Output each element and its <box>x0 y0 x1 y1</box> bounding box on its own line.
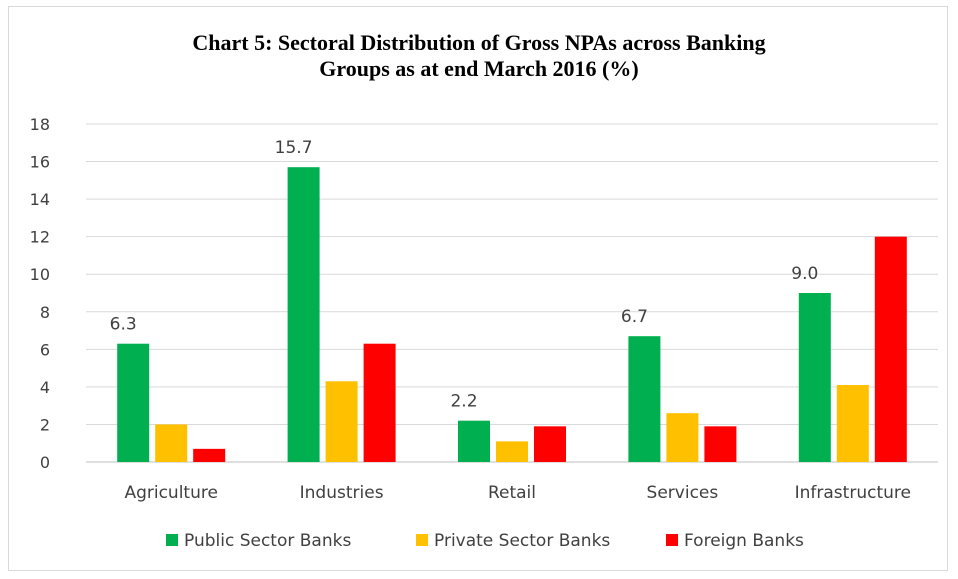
x-category-label-services: Services <box>647 483 719 503</box>
bar-industries-series-2 <box>325 381 358 462</box>
bar-infrastructure-series-1 <box>798 293 831 462</box>
y-tick-label-2: 2 <box>40 415 50 434</box>
bar-infrastructure-series-2 <box>836 385 869 462</box>
bar-agriculture-series-1 <box>117 343 150 462</box>
legend-label-2: Private Sector Banks <box>434 531 610 551</box>
y-tick-label-10: 10 <box>30 265 50 284</box>
bar-services-series-2 <box>666 413 699 462</box>
legend-swatch-1 <box>166 534 178 546</box>
x-category-label-retail: Retail <box>488 483 536 503</box>
data-label-agriculture: 6.3 <box>110 315 137 335</box>
y-tick-label-8: 8 <box>40 303 50 322</box>
y-tick-label-4: 4 <box>40 378 50 397</box>
bar-industries-series-3 <box>363 343 396 462</box>
chart-title: Chart 5: Sectoral Distribution of Gross … <box>0 30 958 82</box>
bar-services-series-3 <box>704 426 737 462</box>
y-tick-label-12: 12 <box>30 228 50 247</box>
legend-swatch-3 <box>666 534 678 546</box>
bar-agriculture-series-3 <box>193 448 226 462</box>
x-category-label-infrastructure: Infrastructure <box>795 483 911 503</box>
bar-industries-series-1 <box>287 167 320 462</box>
bar-retail-series-2 <box>496 441 528 462</box>
data-label-retail: 2.2 <box>450 392 477 412</box>
bar-infrastructure-series-3 <box>874 236 907 462</box>
data-label-infrastructure: 9.0 <box>791 264 818 284</box>
y-tick-label-14: 14 <box>30 190 50 209</box>
y-tick-label-0: 0 <box>40 453 50 472</box>
x-category-label-industries: Industries <box>300 483 384 503</box>
legend-label-3: Foreign Banks <box>684 531 804 551</box>
y-tick-label-18: 18 <box>30 115 50 134</box>
data-label-industries: 15.7 <box>275 138 313 158</box>
bar-retail-series-1 <box>458 420 490 462</box>
chart-title-line-1: Chart 5: Sectoral Distribution of Gross … <box>192 30 766 55</box>
chart-frame <box>8 6 948 571</box>
x-category-label-agriculture: Agriculture <box>124 483 218 503</box>
data-label-services: 6.7 <box>621 307 648 327</box>
legend-swatch-2 <box>416 534 428 546</box>
y-tick-label-16: 16 <box>30 153 50 172</box>
bar-agriculture-series-2 <box>155 424 188 462</box>
bar-retail-series-3 <box>534 426 566 462</box>
legend-label-1: Public Sector Banks <box>184 531 351 551</box>
bar-services-series-1 <box>628 336 661 462</box>
y-tick-label-6: 6 <box>40 340 50 359</box>
chart-title-line-2: Groups as at end March 2016 (%) <box>319 56 639 81</box>
